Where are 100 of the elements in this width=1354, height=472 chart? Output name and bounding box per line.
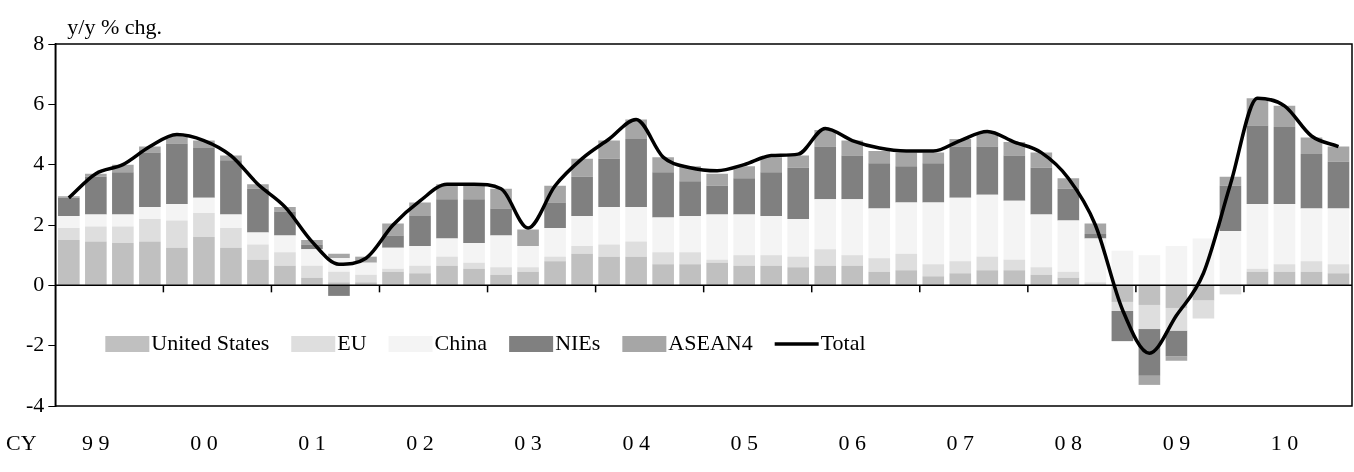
bar [517, 271, 539, 285]
bar [679, 215, 701, 253]
bar [112, 172, 134, 215]
bar [679, 252, 701, 265]
bar [490, 235, 512, 268]
bar [1300, 154, 1323, 209]
bar [166, 203, 188, 221]
bar [436, 256, 458, 266]
bar [868, 151, 891, 164]
bar [463, 199, 485, 244]
bar [1273, 126, 1296, 204]
bar [355, 274, 377, 283]
bar [1246, 125, 1269, 204]
bar [247, 232, 269, 245]
bar [1138, 304, 1161, 330]
bar [58, 240, 80, 285]
bar [922, 276, 945, 285]
bar [625, 256, 647, 285]
bar [868, 258, 891, 272]
bar [922, 152, 945, 164]
x-tick-label: 1 0 [1270, 429, 1299, 455]
bar [841, 255, 864, 266]
bar [841, 265, 864, 285]
x-tick-label: 0 7 [946, 429, 975, 455]
bar [355, 262, 377, 275]
bar [679, 181, 701, 216]
bar [706, 262, 728, 285]
bar [1057, 277, 1080, 285]
bar [814, 265, 837, 285]
bar [328, 282, 350, 285]
bar [139, 206, 161, 219]
x-tick-label: 9 9 [82, 429, 110, 455]
bar [1003, 155, 1026, 201]
bar [1165, 330, 1188, 357]
bar [247, 244, 269, 260]
bar [1030, 274, 1053, 285]
bar [328, 271, 350, 283]
bar [922, 202, 945, 265]
bar [409, 273, 431, 285]
bar [1030, 214, 1053, 268]
bar [922, 264, 945, 277]
bar [652, 172, 674, 218]
bar [1138, 255, 1161, 285]
bar [976, 270, 999, 285]
bar [787, 267, 810, 285]
bar [220, 214, 242, 229]
bar [841, 155, 864, 200]
bar [139, 152, 161, 207]
bar [571, 215, 593, 247]
bar [166, 143, 188, 204]
bar [841, 199, 864, 256]
bar [706, 173, 728, 186]
bar [85, 214, 107, 227]
bar [679, 264, 701, 285]
bar [625, 139, 647, 207]
bar [1273, 203, 1296, 265]
bar [1030, 267, 1053, 275]
bar [1219, 231, 1242, 285]
bar [328, 285, 350, 296]
bar [895, 152, 918, 167]
bar [1138, 375, 1161, 385]
bar [625, 241, 647, 257]
bar [490, 267, 512, 275]
bar [463, 243, 485, 263]
bar [1165, 246, 1188, 285]
bar [409, 246, 431, 266]
bar [58, 228, 80, 241]
bar [733, 255, 755, 266]
bar [868, 271, 891, 285]
x-tick-label: 0 4 [622, 429, 650, 455]
bar [1273, 271, 1296, 285]
bar [139, 241, 161, 285]
bar [598, 244, 620, 257]
bar [274, 235, 296, 253]
bar [1246, 203, 1269, 269]
bar [247, 259, 269, 285]
bar [490, 274, 512, 285]
bar [949, 273, 972, 285]
bar [193, 148, 215, 198]
x-tick-label: 0 5 [730, 429, 758, 455]
x-tick-label: 0 9 [1162, 429, 1191, 455]
bar [760, 255, 782, 266]
bar [355, 282, 377, 285]
bar [193, 212, 215, 238]
bar [760, 265, 782, 285]
bar [706, 214, 728, 260]
bar [301, 277, 323, 285]
bar [112, 226, 134, 244]
bar [544, 256, 566, 262]
bar [949, 197, 972, 262]
bar [1003, 259, 1026, 271]
bar [85, 176, 107, 215]
bar [1111, 250, 1134, 285]
bar [652, 217, 674, 253]
bar [382, 271, 404, 285]
bar [598, 206, 620, 245]
legend-label: EU [337, 329, 367, 355]
bar [652, 252, 674, 265]
bar [706, 259, 728, 263]
bar [85, 226, 107, 242]
